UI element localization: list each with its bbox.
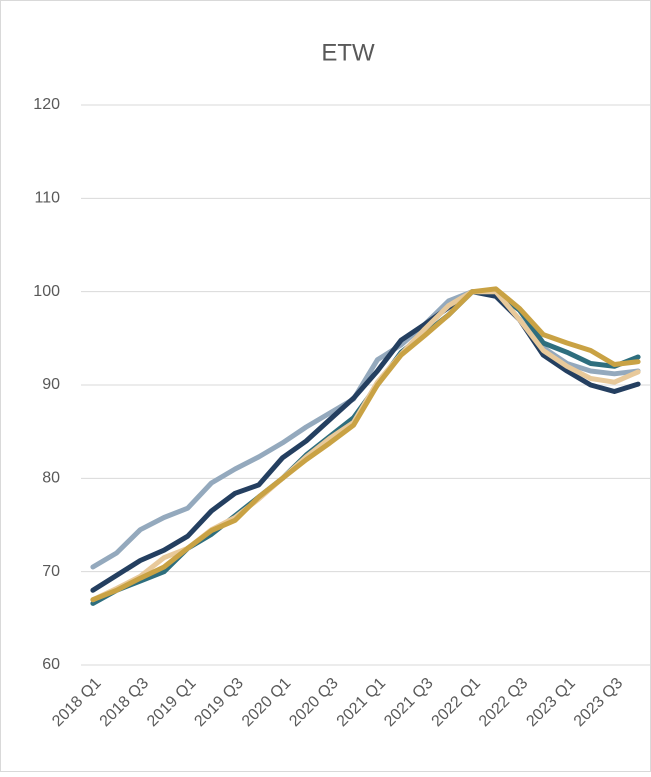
y-tick-label: 90 (42, 376, 60, 393)
chart-title: ETW (321, 39, 375, 66)
series-line (90, 286, 641, 603)
y-tick-label: 70 (42, 563, 60, 580)
y-tick-label: 110 (34, 190, 60, 207)
series-line (90, 289, 641, 593)
y-tick-label: 80 (42, 470, 60, 487)
y-tick-label: 60 (42, 656, 60, 673)
y-tick-label: 100 (33, 283, 60, 300)
y-tick-label: 120 (33, 96, 60, 113)
